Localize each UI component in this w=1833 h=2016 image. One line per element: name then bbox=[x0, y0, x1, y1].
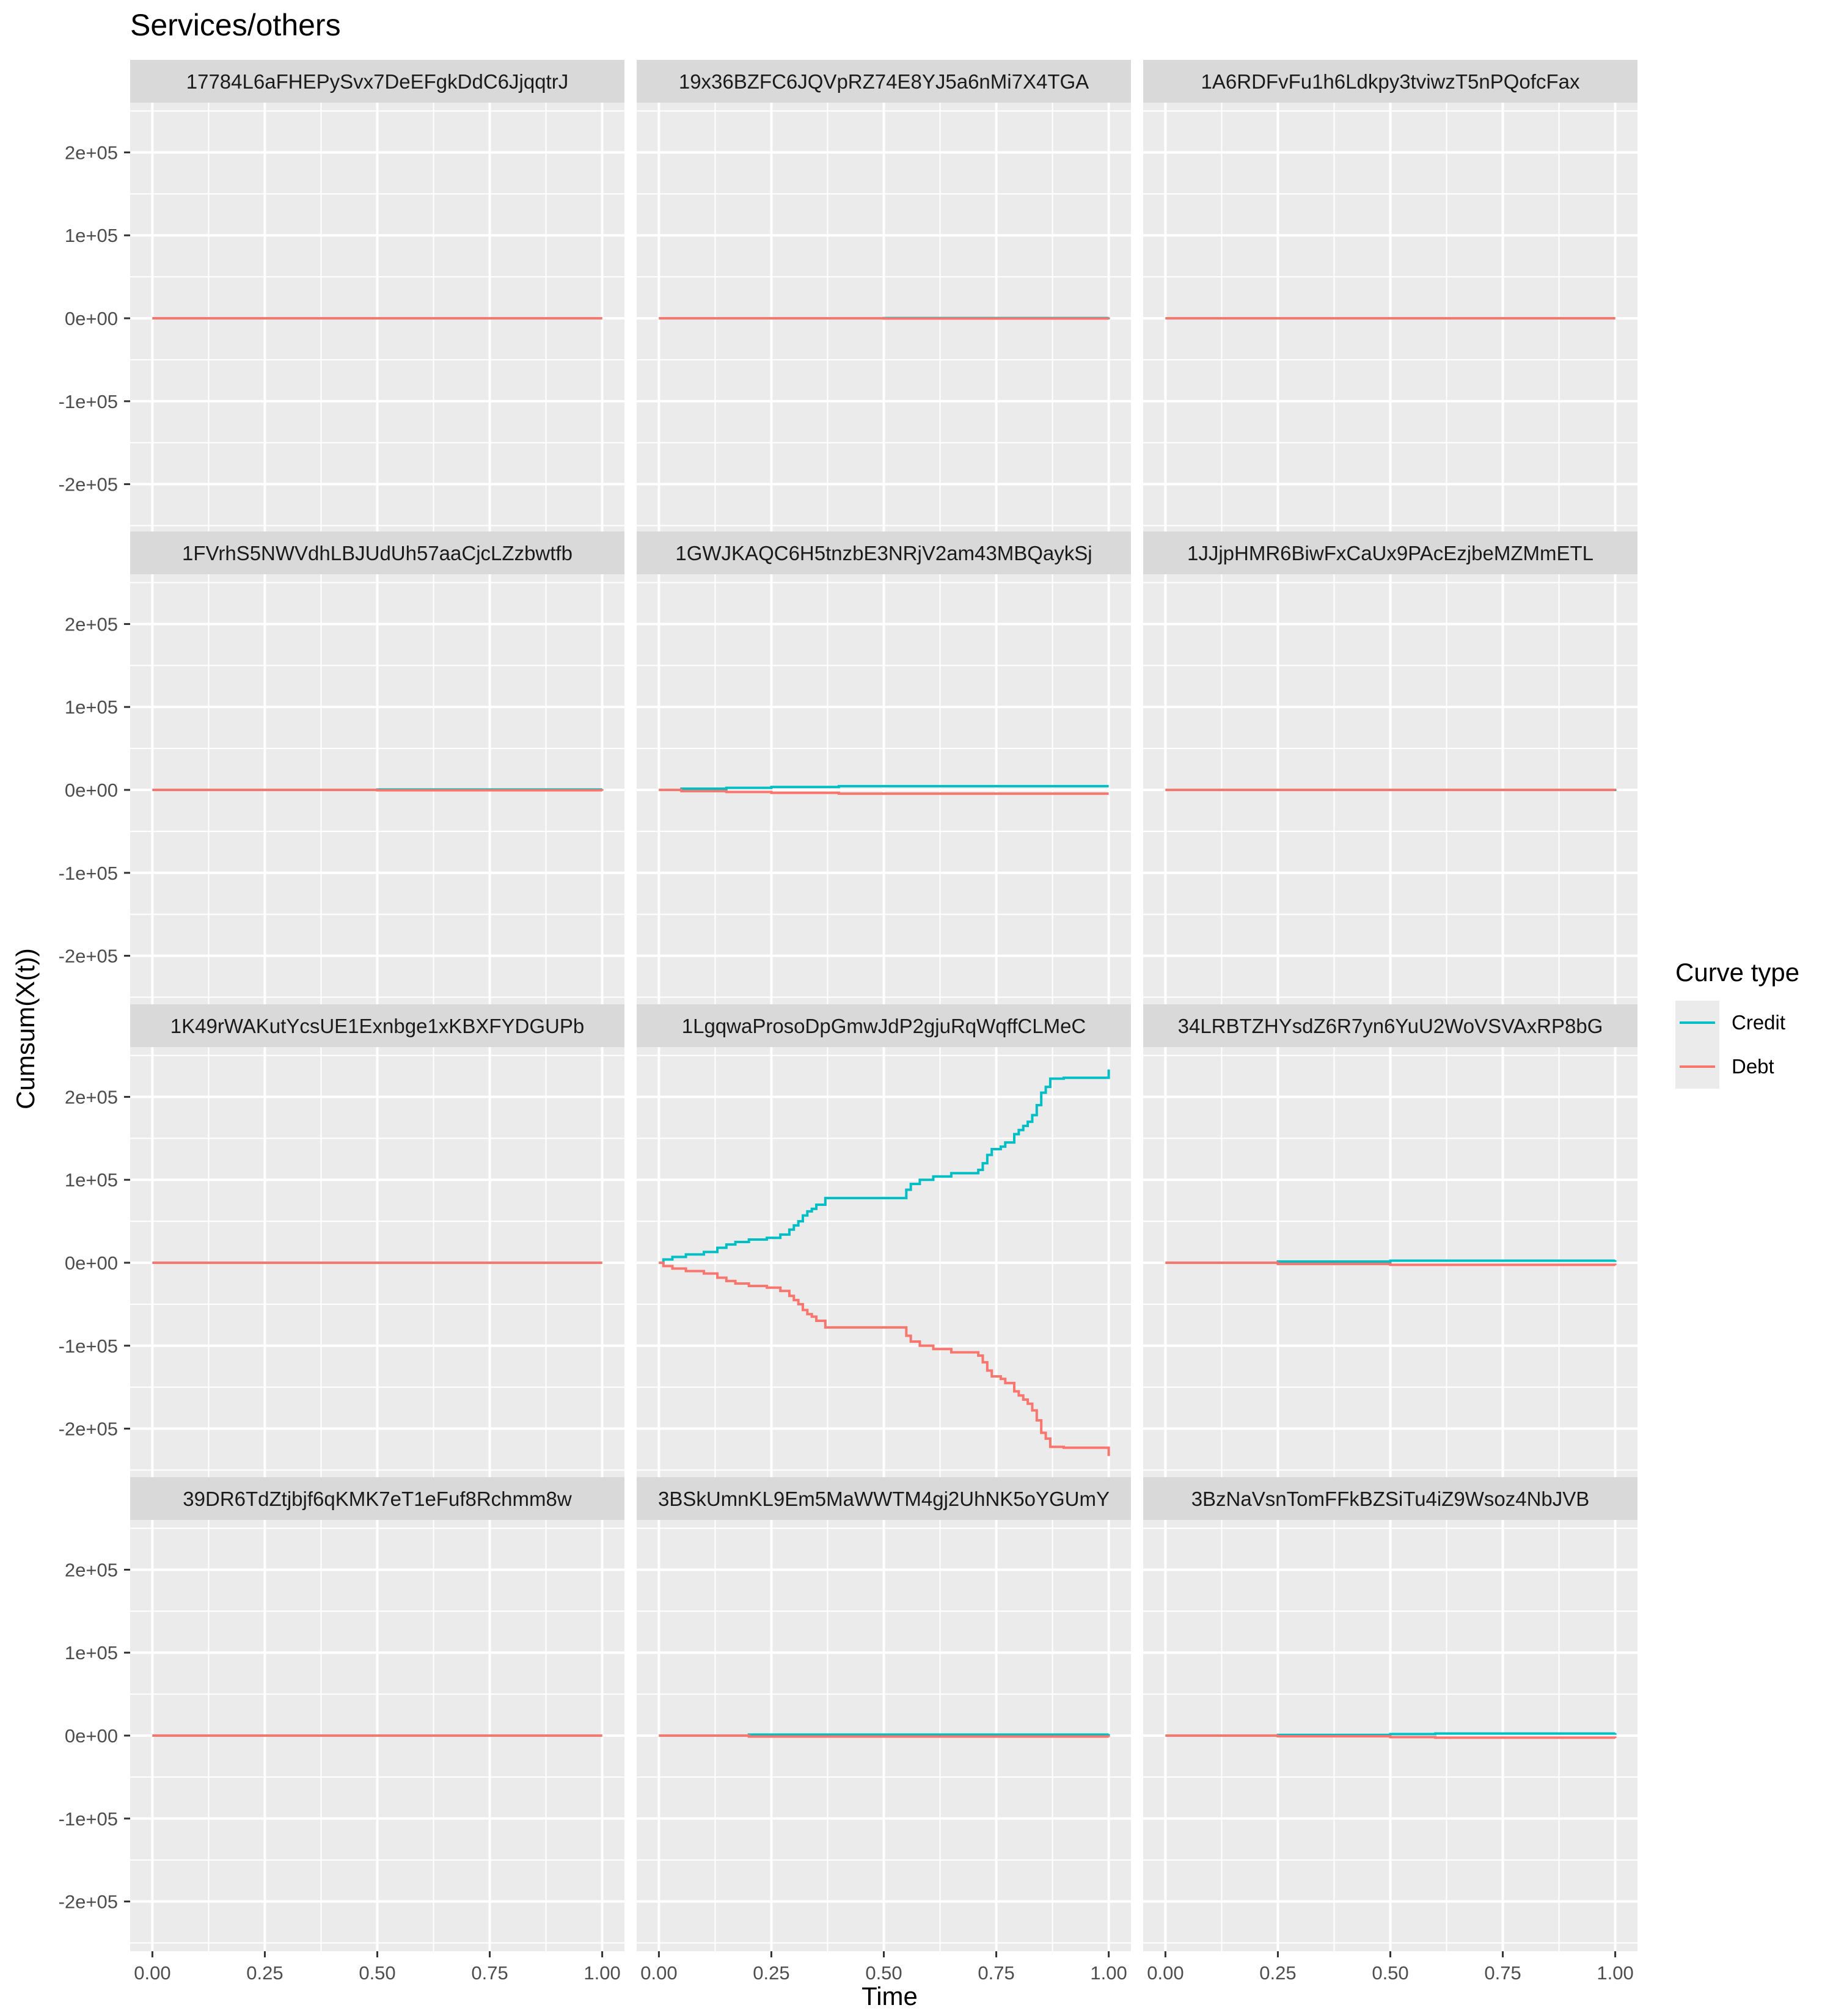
facet-strip bbox=[1143, 1477, 1637, 1520]
x-tick-label: 1.00 bbox=[1597, 1962, 1633, 1984]
facet-panel: 1LgqwaProsoDpGmwJdP2gjuRqWqffCLMeC bbox=[637, 1004, 1131, 1478]
x-tick-label: 1.00 bbox=[584, 1962, 620, 1984]
y-tick-label: -2e+05 bbox=[59, 1891, 118, 1913]
facet-panel: 3BSkUmnKL9Em5MaWWTM4gj2UhNK5oYGUmY bbox=[637, 1477, 1131, 1951]
x-tick-label: 0.75 bbox=[978, 1962, 1014, 1984]
facet-label: 1A6RDFvFu1h6Ldkpy3tviwzT5nPQofcFax bbox=[1201, 70, 1580, 93]
x-tick-label: 0.25 bbox=[1259, 1962, 1296, 1984]
facet-panel: 1JJjpHMR6BiwFxCaUx9PAcEzjbeMZMmETL bbox=[1143, 531, 1637, 1006]
y-tick-label: 0e+00 bbox=[65, 1252, 118, 1274]
y-tick-label: 2e+05 bbox=[65, 142, 118, 163]
facet-label: 1K49rWAKutYcsUE1Exnbge1xKBXFYDGUPb bbox=[170, 1015, 584, 1037]
x-tick-label: 0.50 bbox=[1372, 1962, 1408, 1984]
series-line-debt bbox=[1165, 1262, 1617, 1266]
facet-label: 1FVrhS5NWVdhLBJUdUh57aaCjcLZzbwtfb bbox=[182, 542, 573, 564]
facet-strip bbox=[637, 531, 1131, 574]
facet-panel: 1GWJKAQC6H5tnzbE3NRjV2am43MBQaykSj bbox=[637, 531, 1131, 1006]
facet-label: 3BSkUmnKL9Em5MaWWTM4gj2UhNK5oYGUmY bbox=[658, 1488, 1110, 1510]
facet-label: 1LgqwaProsoDpGmwJdP2gjuRqWqffCLMeC bbox=[682, 1015, 1086, 1037]
facet-label: 39DR6TdZtjbjf6qKMK7eT1eFuf8Rchmm8w bbox=[183, 1488, 572, 1510]
facet-strip bbox=[1143, 60, 1637, 103]
y-tick-label: -1e+05 bbox=[59, 1335, 118, 1357]
x-tick-label: 0.00 bbox=[134, 1962, 170, 1984]
facet-label: 19x36BZFC6JQVpRZ74E8YJ5a6nMi7X4TGA bbox=[679, 70, 1089, 93]
facet-label: 1GWJKAQC6H5tnzbE3NRjV2am43MBQaykSj bbox=[675, 542, 1092, 564]
facet-label: 3BzNaVsnTomFFkBZSiTu4iZ9Wsoz4NbJVB bbox=[1191, 1488, 1590, 1510]
series-line-debt bbox=[659, 317, 1110, 320]
x-tick-label: 0.00 bbox=[1147, 1962, 1184, 1984]
y-tick-label: 1e+05 bbox=[65, 696, 118, 718]
x-tick-label: 0.75 bbox=[1484, 1962, 1521, 1984]
x-tick-label: 0.50 bbox=[359, 1962, 395, 1984]
y-tick-label: -1e+05 bbox=[59, 1808, 118, 1830]
facet-panel: 17784L6aFHEPySvx7DeEFgkDdC6JjqqtrJ bbox=[130, 60, 624, 534]
facet-strip bbox=[637, 1004, 1131, 1047]
series-line-debt bbox=[1165, 1734, 1617, 1739]
facet-panel: 19x36BZFC6JQVpRZ74E8YJ5a6nMi7X4TGA bbox=[637, 60, 1131, 534]
facet-strip bbox=[130, 1004, 624, 1047]
y-tick-label: 0e+00 bbox=[65, 780, 118, 801]
y-tick-label: 1e+05 bbox=[65, 1169, 118, 1191]
facet-panel: 1K49rWAKutYcsUE1Exnbge1xKBXFYDGUPb bbox=[130, 1004, 624, 1478]
facet-strip bbox=[637, 1477, 1131, 1520]
x-tick-label: 1.00 bbox=[1090, 1962, 1127, 1984]
series-line-credit bbox=[659, 1069, 1110, 1264]
y-tick-label: -2e+05 bbox=[59, 474, 118, 495]
facet-strip bbox=[1143, 1004, 1637, 1047]
y-tick-label: -2e+05 bbox=[59, 1419, 118, 1440]
y-tick-label: -2e+05 bbox=[59, 946, 118, 967]
legend: Curve type Credit Debt bbox=[1675, 958, 1799, 1089]
facet-panel: 3BzNaVsnTomFFkBZSiTu4iZ9Wsoz4NbJVB bbox=[1143, 1477, 1637, 1951]
facet-strip bbox=[1143, 531, 1637, 574]
facet-panel: 1FVrhS5NWVdhLBJUdUh57aaCjcLZzbwtfb bbox=[130, 531, 624, 1006]
legend-label: Debt bbox=[1732, 1055, 1774, 1078]
series-line-debt bbox=[659, 1734, 1110, 1738]
facet-strip bbox=[130, 1477, 624, 1520]
x-tick-label: 0.50 bbox=[865, 1962, 902, 1984]
facet-label: 17784L6aFHEPySvx7DeEFgkDdC6JjqqtrJ bbox=[186, 70, 568, 93]
y-tick-label: 2e+05 bbox=[65, 1086, 118, 1108]
chart-title: Services/others bbox=[130, 8, 341, 42]
y-tick-label: -1e+05 bbox=[59, 391, 118, 412]
x-tick-label: 0.00 bbox=[640, 1962, 677, 1984]
y-tick-label: -1e+05 bbox=[59, 863, 118, 884]
facet-strip bbox=[130, 60, 624, 103]
facet-strip bbox=[130, 531, 624, 574]
y-tick-label: 1e+05 bbox=[65, 1642, 118, 1664]
series-line-debt bbox=[152, 789, 604, 792]
facet-label: 34LRBTZHYsdZ6R7yn6YuU2WoVSVAxRP8bG bbox=[1178, 1015, 1603, 1037]
y-tick-label: 0e+00 bbox=[65, 308, 118, 329]
y-tick-label: 0e+00 bbox=[65, 1725, 118, 1747]
facet-panel: 34LRBTZHYsdZ6R7yn6YuU2WoVSVAxRP8bG bbox=[1143, 1004, 1637, 1478]
legend-label: Credit bbox=[1732, 1011, 1785, 1034]
y-tick-label: 1e+05 bbox=[65, 225, 118, 246]
x-axis-title: Time bbox=[862, 1982, 918, 2011]
facet-panel: 1A6RDFvFu1h6Ldkpy3tviwzT5nPQofcFax bbox=[1143, 60, 1637, 534]
series-line-debt bbox=[659, 1262, 1110, 1456]
x-tick-label: 0.75 bbox=[471, 1962, 508, 1984]
y-tick-label: 2e+05 bbox=[65, 613, 118, 635]
y-axis-title: Cumsum(X(t)) bbox=[11, 948, 40, 1109]
y-tick-label: 2e+05 bbox=[65, 1559, 118, 1580]
facet-strip bbox=[637, 60, 1131, 103]
x-tick-label: 0.25 bbox=[753, 1962, 789, 1984]
facet-panel: 39DR6TdZtjbjf6qKMK7eT1eFuf8Rchmm8w bbox=[130, 1477, 624, 1951]
facet-label: 1JJjpHMR6BiwFxCaUx9PAcEzjbeMZMmETL bbox=[1187, 542, 1593, 564]
legend-title: Curve type bbox=[1675, 958, 1799, 987]
series-line-debt bbox=[659, 789, 1109, 795]
x-tick-label: 0.25 bbox=[246, 1962, 283, 1984]
